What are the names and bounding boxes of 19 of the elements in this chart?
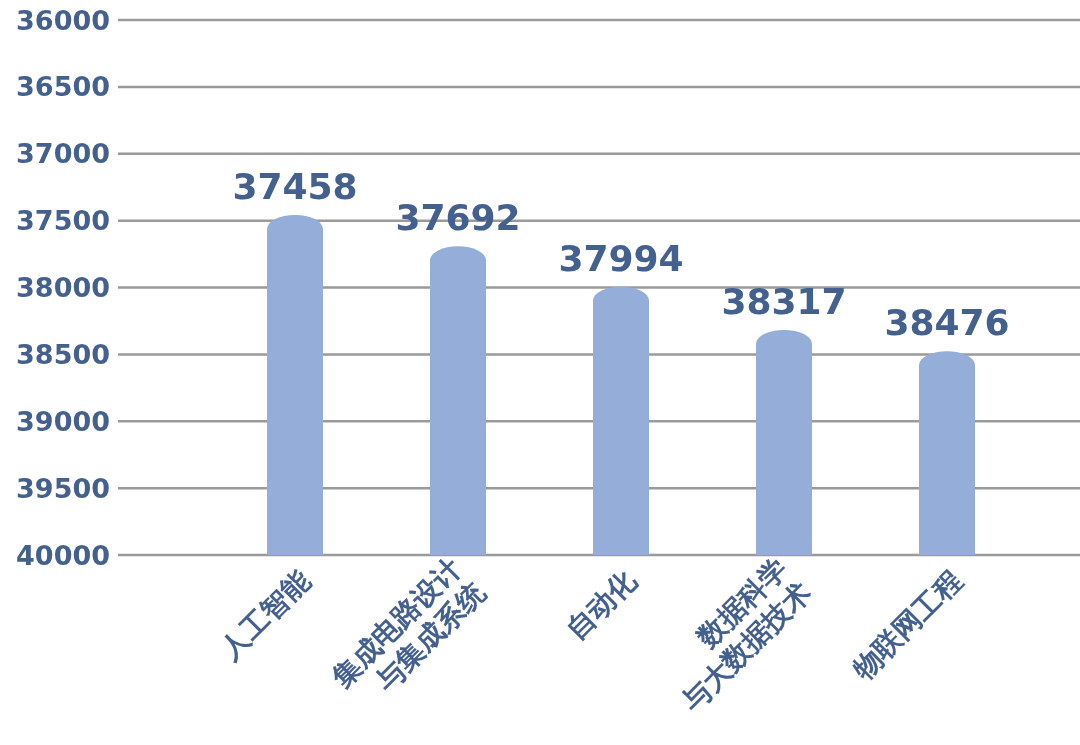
y-tick-label: 37000 — [16, 138, 110, 170]
y-tick-label: 37500 — [16, 205, 110, 237]
x-tick-label: 数据科学 与大数据技术 — [674, 551, 818, 719]
y-tick-label: 39500 — [16, 472, 110, 504]
data-label: 38476 — [884, 302, 1010, 344]
y-tick-label: 36500 — [16, 71, 110, 103]
x-tick-label: 人工智能 — [213, 563, 317, 667]
y-tick-label: 38000 — [16, 272, 110, 304]
data-label: 37994 — [558, 237, 684, 279]
y-tick-label: 38500 — [16, 338, 110, 370]
data-label: 37692 — [395, 197, 521, 239]
data-label: 37458 — [232, 166, 358, 208]
x-tick-label: 物联网工程 — [845, 563, 969, 687]
y-tick-label: 40000 — [16, 539, 110, 571]
data-label: 38317 — [721, 280, 847, 322]
x-tick-label: 集成电路设计 与集成系统 — [324, 551, 493, 699]
x-tick-label: 自动化 — [559, 562, 644, 647]
y-tick-label: 39000 — [16, 405, 110, 437]
y-tick-label: 36000 — [16, 4, 110, 36]
